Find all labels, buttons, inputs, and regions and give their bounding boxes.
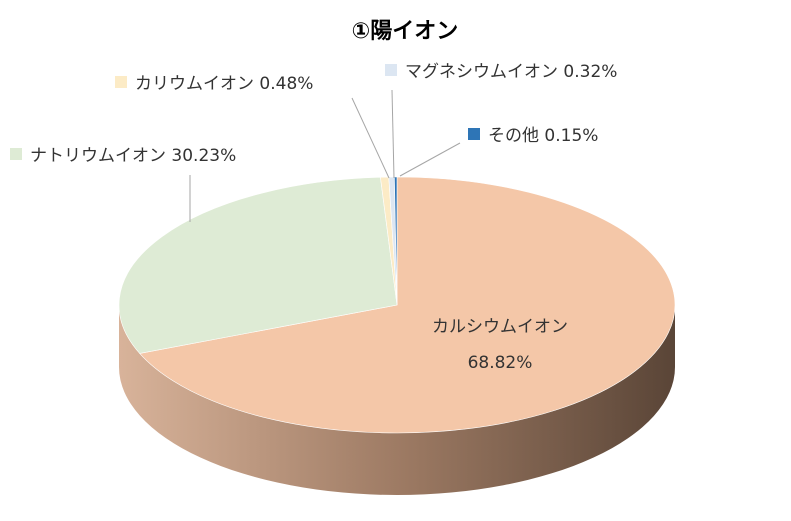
label-swatch-2 xyxy=(115,76,127,88)
slice-label-3: マグネシウムイオン 0.32% xyxy=(405,62,617,82)
leader-line-4 xyxy=(399,142,461,177)
data-label-4: その他 0.15% xyxy=(468,126,598,146)
label-swatch-1 xyxy=(10,148,22,160)
pie-slice-0 xyxy=(139,176,676,434)
leader-line-3 xyxy=(391,89,395,179)
chart-title: ①陽イオン xyxy=(352,19,459,44)
pie-side-wall xyxy=(119,305,675,495)
slice-label-2: カリウムイオン 0.48% xyxy=(135,74,313,94)
data-label-2: カリウムイオン 0.48% xyxy=(115,74,313,94)
slice-label-4: その他 0.15% xyxy=(488,126,598,146)
pie-slice-1 xyxy=(118,176,398,354)
slice-label-1: ナトリウムイオン 30.23% xyxy=(30,146,236,166)
label-swatch-3 xyxy=(385,64,397,76)
data-label-1: ナトリウムイオン 30.23% xyxy=(10,146,236,166)
leader-line-2 xyxy=(351,97,390,179)
data-label-3: マグネシウムイオン 0.32% xyxy=(385,62,617,82)
label-swatch-4 xyxy=(468,128,480,140)
slice-label-0: カルシウムイオン xyxy=(432,317,568,337)
slice-value-0: 68.82% xyxy=(468,353,533,373)
